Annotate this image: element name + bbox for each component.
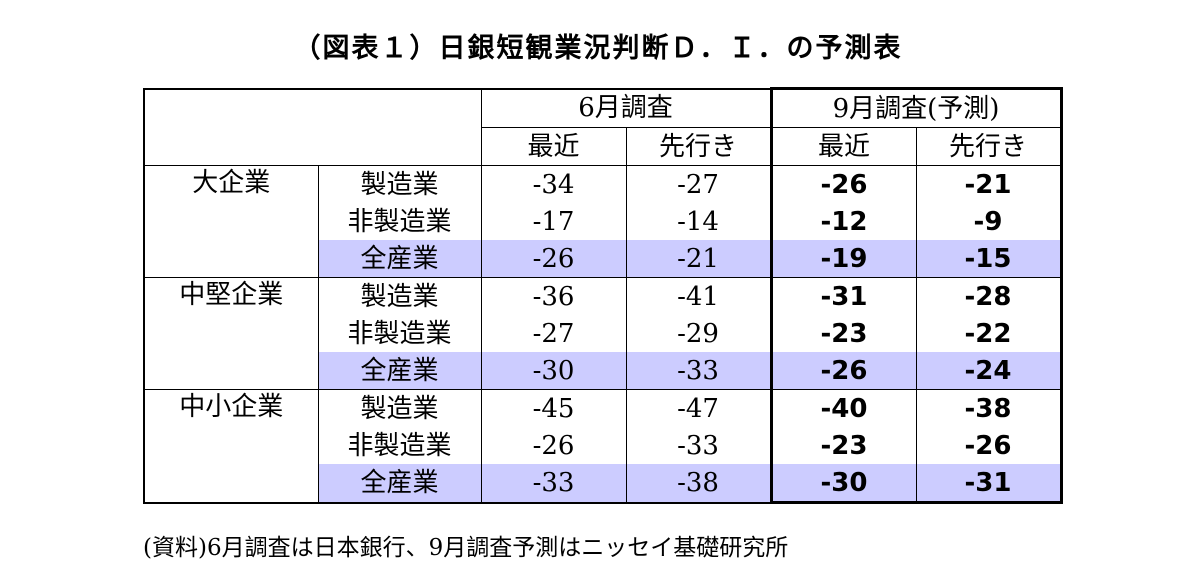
table-row: 中小企業 製造業 -45 -47 -40 -38 [143,389,1063,504]
forecast-value-cell: -24 [916,352,1063,390]
value-cell: -33 [626,427,772,464]
value-cell: -33 [626,352,772,390]
forecast-value-cell: -23 [769,315,917,352]
source-note: (資料)6月調査は日本銀行、9月調査予測はニッセイ基礎研究所 [143,535,789,561]
forecast-value-cell: -26 [916,427,1063,464]
sector-label: 製造業 [318,389,482,427]
header-june-outlook: 先行き [626,127,772,166]
table-row-total: 全産業 -26 -21 -19 -15 [144,240,1063,278]
group-label-small: 中小企業 [143,389,319,504]
forecast-value-cell: -19 [769,240,917,278]
header-june-recent: 最近 [480,127,627,166]
forecast-value-cell: -31 [916,464,1063,504]
value-cell: -33 [481,464,627,504]
value-cell: -26 [481,427,627,464]
value-cell: -47 [626,389,772,427]
value-cell: -45 [481,389,627,427]
sector-label: 製造業 [318,277,482,315]
table-row: 非製造業 -26 -33 -23 -26 [144,427,1063,464]
value-cell: -27 [626,165,772,203]
forecast-value-cell: -23 [769,427,917,464]
table-row-total: 全産業 -30 -33 -26 -24 [144,352,1063,390]
forecast-value-cell: -15 [916,240,1063,278]
header-june-survey: 6月調査 [480,87,771,128]
header-row-surveys: 6月調査 9月調査(予測) [143,87,1063,166]
value-cell: -29 [626,315,772,352]
group-label-midsize: 中堅企業 [143,277,319,390]
group-label-large: 大企業 [143,165,319,278]
sector-label: 非製造業 [318,315,482,352]
forecast-value-cell: -31 [769,277,917,315]
value-cell: -14 [626,203,772,240]
header-corner [143,87,482,166]
forecast-value-cell: -12 [769,203,917,240]
table-row-total: 全産業 -33 -38 -30 -31 [144,464,1063,504]
forecast-value-cell: -28 [916,277,1063,315]
sector-label-total: 全産業 [318,464,482,504]
value-cell: -36 [481,277,627,315]
sector-label: 非製造業 [318,203,482,240]
sector-label: 非製造業 [318,427,482,464]
forecast-value-cell: -9 [916,203,1063,240]
sector-label-total: 全産業 [318,240,482,278]
table-row: 非製造業 -17 -14 -12 -9 [144,203,1063,240]
table-row: 大企業 製造業 -34 -27 -26 -21 [143,165,1063,278]
value-cell: -30 [481,352,627,390]
sector-label: 製造業 [318,165,482,203]
value-cell: -38 [626,464,772,504]
table-row: 非製造業 -27 -29 -23 -22 [144,315,1063,352]
table-row: 中堅企業 製造業 -36 -41 -31 -28 [143,277,1063,390]
forecast-value-cell: -22 [916,315,1063,352]
header-sept-recent: 最近 [769,127,917,166]
value-cell: -27 [481,315,627,352]
forecast-value-cell: -40 [769,389,917,427]
sector-label-total: 全産業 [318,352,482,390]
forecast-value-cell: -26 [769,352,917,390]
value-cell: -34 [481,165,627,203]
value-cell: -41 [626,277,772,315]
header-row-periods: 最近 先行き 最近 先行き [144,127,1063,166]
forecast-value-cell: -38 [916,389,1063,427]
value-cell: -17 [481,203,627,240]
di-forecast-table: 6月調査 9月調査(予測) 最近 先行き 最近 先行き 大企業 製造業 -34 … [143,87,1063,504]
forecast-value-cell: -30 [769,464,917,504]
header-sept-survey: 9月調査(予測) [769,87,1063,128]
header-sept-outlook: 先行き [916,127,1063,166]
forecast-value-cell: -26 [769,165,917,203]
value-cell: -26 [481,240,627,278]
page-title: （図表１）日銀短観業況判断Ｄ．Ｉ．の予測表 [293,33,903,64]
forecast-value-cell: -21 [916,165,1063,203]
value-cell: -21 [626,240,772,278]
